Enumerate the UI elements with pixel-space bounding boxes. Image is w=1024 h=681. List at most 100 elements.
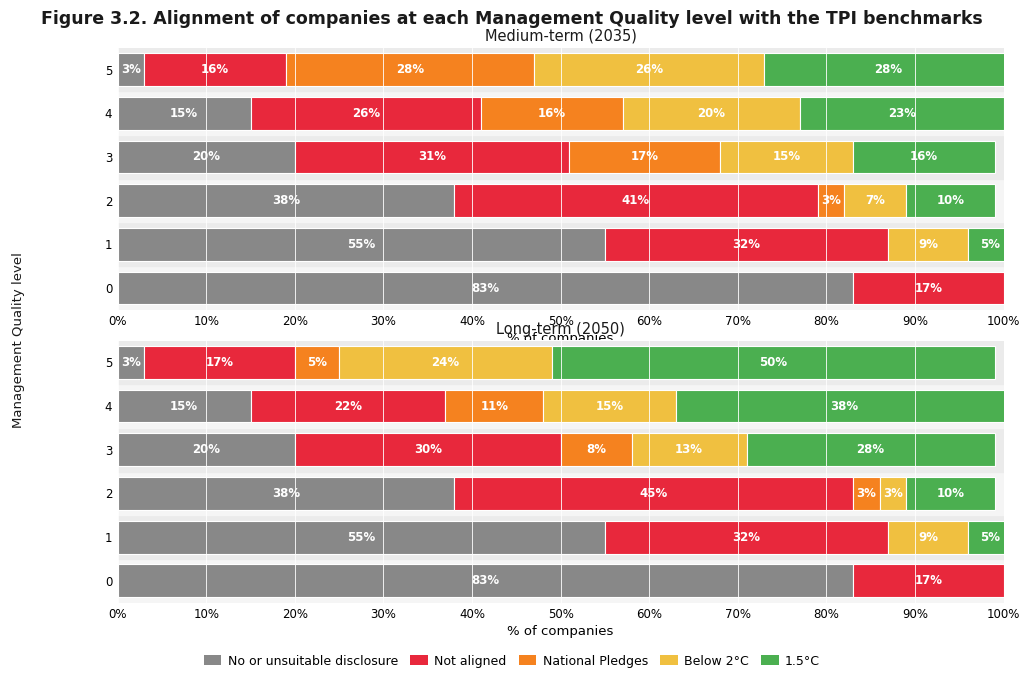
Legend: No or unsuitable disclosure, Not aligned, National Pledges, Below 2°C, 1.5°C: No or unsuitable disclosure, Not aligned… bbox=[200, 651, 824, 671]
Text: 41%: 41% bbox=[622, 194, 650, 207]
Bar bbox=[632, 433, 746, 466]
Bar bbox=[295, 346, 339, 379]
Bar bbox=[968, 521, 1013, 554]
Bar bbox=[118, 185, 455, 217]
Text: 9%: 9% bbox=[919, 530, 938, 543]
Bar bbox=[118, 340, 1004, 384]
Text: 45%: 45% bbox=[640, 487, 668, 500]
Text: 38%: 38% bbox=[272, 194, 300, 207]
Bar bbox=[569, 140, 720, 173]
Text: 32%: 32% bbox=[732, 238, 761, 251]
Bar bbox=[455, 477, 853, 510]
Text: 5%: 5% bbox=[307, 356, 327, 369]
Bar bbox=[118, 384, 1004, 428]
Bar bbox=[853, 272, 1004, 304]
Text: 11%: 11% bbox=[480, 400, 508, 413]
Text: 32%: 32% bbox=[732, 530, 761, 543]
Text: 55%: 55% bbox=[347, 238, 376, 251]
Text: 10%: 10% bbox=[936, 487, 965, 500]
Text: 83%: 83% bbox=[471, 281, 500, 294]
Text: 20%: 20% bbox=[193, 151, 220, 163]
Bar bbox=[800, 97, 1004, 129]
Bar bbox=[481, 97, 623, 129]
Bar bbox=[118, 179, 1004, 223]
Bar bbox=[286, 53, 535, 86]
Text: 20%: 20% bbox=[697, 107, 725, 120]
Bar bbox=[118, 559, 1004, 603]
Bar bbox=[445, 390, 543, 422]
X-axis label: % of companies: % of companies bbox=[508, 332, 613, 345]
Bar bbox=[853, 140, 994, 173]
Bar bbox=[552, 346, 994, 379]
Text: 3%: 3% bbox=[856, 487, 877, 500]
Bar bbox=[764, 53, 1013, 86]
Text: 17%: 17% bbox=[914, 281, 942, 294]
X-axis label: % of companies: % of companies bbox=[508, 624, 613, 637]
Bar bbox=[118, 428, 1004, 472]
Bar bbox=[906, 185, 994, 217]
Text: 5%: 5% bbox=[980, 530, 1000, 543]
Text: 8%: 8% bbox=[586, 443, 606, 456]
Text: 3%: 3% bbox=[121, 63, 141, 76]
Text: 23%: 23% bbox=[888, 107, 915, 120]
Text: 15%: 15% bbox=[595, 400, 624, 413]
Title: Medium-term (2035): Medium-term (2035) bbox=[484, 29, 637, 44]
Text: 17%: 17% bbox=[631, 151, 658, 163]
Bar bbox=[853, 477, 880, 510]
Bar bbox=[251, 97, 481, 129]
Bar bbox=[543, 390, 676, 422]
Text: 5%: 5% bbox=[980, 238, 1000, 251]
Bar bbox=[118, 53, 144, 86]
Text: 30%: 30% bbox=[414, 443, 441, 456]
Text: 83%: 83% bbox=[471, 574, 500, 587]
Bar bbox=[880, 477, 906, 510]
Bar bbox=[118, 97, 251, 129]
Bar bbox=[889, 228, 968, 261]
Bar bbox=[118, 346, 144, 379]
Bar bbox=[295, 433, 561, 466]
Bar bbox=[889, 521, 968, 554]
Bar bbox=[118, 228, 605, 261]
Bar bbox=[746, 433, 994, 466]
Bar bbox=[251, 390, 445, 422]
Bar bbox=[118, 266, 1004, 310]
Bar bbox=[118, 272, 853, 304]
Bar bbox=[118, 135, 1004, 179]
Bar bbox=[118, 390, 251, 422]
Text: 24%: 24% bbox=[431, 356, 460, 369]
Text: 55%: 55% bbox=[347, 530, 376, 543]
Bar bbox=[118, 223, 1004, 266]
Bar bbox=[853, 565, 1004, 597]
Bar bbox=[118, 48, 1004, 91]
Text: 17%: 17% bbox=[206, 356, 233, 369]
Bar bbox=[535, 53, 764, 86]
Bar bbox=[623, 97, 800, 129]
Text: 9%: 9% bbox=[919, 238, 938, 251]
Text: Management Quality level: Management Quality level bbox=[12, 253, 25, 428]
Bar bbox=[118, 521, 605, 554]
Bar bbox=[844, 185, 906, 217]
Text: 3%: 3% bbox=[821, 194, 841, 207]
Bar bbox=[295, 140, 569, 173]
Title: Long-term (2050): Long-term (2050) bbox=[497, 321, 625, 336]
Text: 28%: 28% bbox=[857, 443, 885, 456]
Bar bbox=[720, 140, 853, 173]
Bar bbox=[144, 53, 286, 86]
Text: 16%: 16% bbox=[201, 63, 229, 76]
Bar bbox=[118, 140, 295, 173]
Text: 26%: 26% bbox=[635, 63, 664, 76]
Bar bbox=[118, 433, 295, 466]
Text: 15%: 15% bbox=[170, 400, 199, 413]
Bar bbox=[968, 228, 1013, 261]
Bar bbox=[118, 477, 455, 510]
Text: 15%: 15% bbox=[170, 107, 199, 120]
Bar bbox=[339, 346, 552, 379]
Bar bbox=[906, 477, 994, 510]
Bar bbox=[561, 433, 632, 466]
Text: 16%: 16% bbox=[909, 151, 938, 163]
Text: 28%: 28% bbox=[396, 63, 424, 76]
Text: 15%: 15% bbox=[772, 151, 801, 163]
Bar bbox=[605, 228, 889, 261]
Bar bbox=[455, 185, 817, 217]
Text: 3%: 3% bbox=[121, 356, 141, 369]
